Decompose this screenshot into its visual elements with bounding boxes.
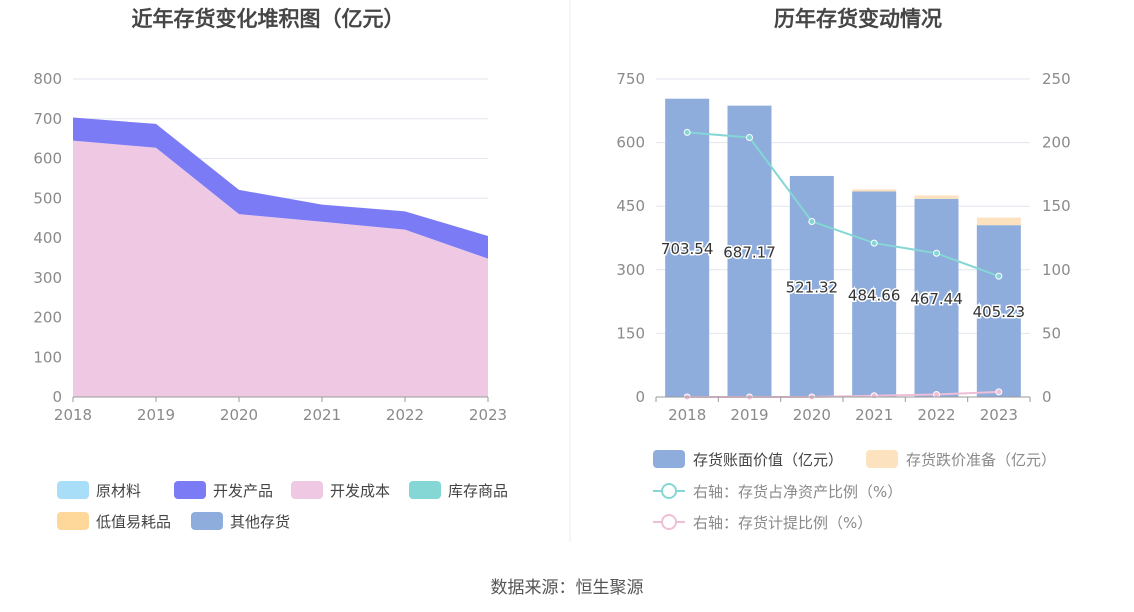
line-series-net_asset_ratio — [687, 131, 1000, 278]
right-legend-swatch — [866, 450, 898, 468]
left-legend-item: 其他存货 — [191, 512, 290, 531]
area-series-dev_cost — [73, 140, 488, 398]
line-point-net_asset_ratio — [746, 134, 753, 142]
bar-value-label: 484.66 — [848, 286, 901, 304]
left-legend-label: 开发产品 — [213, 482, 273, 500]
left-y-tick-label: 600 — [33, 150, 62, 168]
right-y2-tick-label: 250 — [1042, 70, 1071, 88]
right-legend-marker — [661, 514, 677, 530]
left-legend-label: 开发成本 — [330, 482, 390, 500]
right-chart-title: 历年存货变动情况 — [774, 7, 942, 31]
right-x-tick-label: 2023 — [980, 406, 1018, 424]
right-y-tick-label: 750 — [616, 70, 645, 88]
line-point-net_asset_ratio — [808, 217, 816, 225]
left-legend-label: 其他存货 — [230, 513, 290, 531]
right-legend-swatch — [653, 450, 685, 468]
left-x-tick-label: 2020 — [220, 406, 258, 424]
left-legend-item: 库存商品 — [409, 481, 508, 500]
right-x-tick-label: 2022 — [917, 406, 955, 424]
left-x-tick-label: 2019 — [137, 406, 175, 424]
bar-impairment — [914, 195, 959, 199]
right-y2-tick-label: 150 — [1042, 197, 1071, 215]
left-legend-item: 开发产品 — [174, 481, 273, 500]
left-chart-title: 近年存货变化堆积图（亿元） — [132, 7, 405, 31]
right-y2-tick-label: 100 — [1042, 261, 1071, 279]
bar-value-label: 467.44 — [910, 290, 963, 308]
right-legend-label: 存货账面价值（亿元） — [693, 451, 843, 469]
right-y2-tick-label: 200 — [1042, 134, 1071, 152]
area-series-dev_product — [73, 117, 488, 259]
bar-impairment — [976, 217, 1021, 226]
right-y2-tick-label: 0 — [1042, 388, 1052, 406]
right-x-tick-label: 2018 — [668, 406, 706, 424]
right-y-tick-label: 0 — [635, 388, 645, 406]
right-legend: 存货账面价值（亿元） 存货跌价准备（亿元）右轴：存货占净资产比例（%） 右轴：存货计… — [653, 450, 1056, 532]
left-chart: 0 100 200 300 400 500 600 700 800 2018 2019 2020 202… — [33, 70, 508, 531]
left-y-tick-label: 500 — [33, 189, 62, 207]
bar-book_value — [914, 198, 959, 397]
right-legend-label: 右轴：存货计提比例（%） — [693, 514, 872, 532]
bar-book_value — [727, 105, 772, 397]
left-legend-item: 开发成本 — [291, 481, 390, 500]
left-legend-swatch — [191, 512, 223, 530]
left-x-tick-label: 2018 — [54, 406, 92, 424]
left-legend-swatch — [291, 481, 323, 499]
left-x-tick-label: 2023 — [469, 406, 507, 424]
line-point-net_asset_ratio — [683, 128, 691, 136]
right-x-tick-label: 2019 — [730, 406, 768, 424]
right-y-tick-label: 300 — [616, 261, 645, 279]
left-y-tick-label: 200 — [33, 309, 62, 327]
left-legend-item: 低值易耗品 — [57, 512, 171, 531]
right-x-tick-label: 2020 — [793, 406, 831, 424]
bar-book_value — [852, 191, 897, 397]
right-y-tick-label: 450 — [616, 197, 645, 215]
right-x-tick-label: 2021 — [855, 406, 893, 424]
right-legend-item: 存货账面价值（亿元） — [653, 450, 843, 469]
line-point-net_asset_ratio — [995, 272, 1003, 280]
bar-book_value — [976, 225, 1021, 397]
bar-book_value — [665, 98, 710, 398]
left-y-tick-label: 400 — [33, 229, 62, 247]
bar-value-label: 703.54 — [661, 240, 714, 258]
bar-value-label: 405.23 — [973, 303, 1026, 321]
line-point-net_asset_ratio — [933, 249, 940, 257]
left-y-tick-label: 800 — [33, 70, 62, 88]
left-y-tick-label: 100 — [33, 348, 62, 366]
bar-impairment — [852, 189, 897, 192]
left-legend-swatch — [409, 481, 441, 499]
right-legend-label: 存货跌价准备（亿元） — [906, 451, 1056, 469]
right-legend-item: 存货跌价准备（亿元） — [866, 450, 1056, 469]
left-y-tick-label: 700 — [33, 110, 62, 128]
left-legend-label: 库存商品 — [448, 482, 508, 500]
left-x-tick-label: 2021 — [303, 406, 341, 424]
left-y-tick-label: 0 — [52, 388, 62, 406]
data-source-label: 数据来源：恒生聚源 — [491, 578, 644, 598]
left-legend-swatch — [57, 512, 89, 530]
line-point-net_asset_ratio — [870, 239, 878, 247]
right-y-tick-label: 150 — [616, 324, 645, 342]
bar-value-label: 521.32 — [786, 278, 839, 296]
bar-value-label: 687.17 — [723, 243, 776, 261]
right-legend-item: 右轴：存货计提比例（%） — [653, 514, 872, 532]
left-y-tick-label: 300 — [33, 269, 62, 287]
line-point-provision_ratio — [995, 388, 1003, 396]
right-legend-label: 右轴：存货占净资产比例（%） — [693, 483, 902, 501]
left-x-tick-label: 2022 — [386, 406, 424, 424]
left-legend-label: 低值易耗品 — [96, 513, 171, 531]
left-legend-swatch — [174, 481, 206, 499]
right-y2-tick-label: 50 — [1042, 324, 1061, 342]
right-legend-marker — [661, 483, 677, 499]
left-legend-swatch — [57, 481, 89, 499]
bar-book_value — [789, 175, 834, 397]
right-y-tick-label: 600 — [616, 134, 645, 152]
right-chart: 0 150 300 450 600 750 0 50 100 150 200 250 703.54 687… — [616, 70, 1070, 532]
line-point-provision_ratio — [870, 392, 878, 400]
left-legend-label: 原材料 — [96, 482, 141, 500]
right-legend-item: 右轴：存货占净资产比例（%） — [653, 483, 902, 501]
left-legend-item: 原材料 — [57, 481, 141, 500]
